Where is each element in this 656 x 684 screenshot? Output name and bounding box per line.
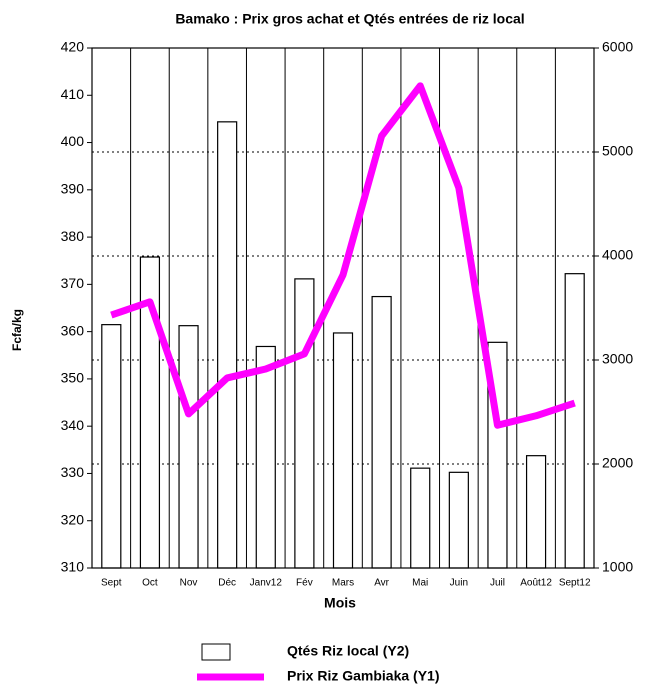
y-tick-label: 320 bbox=[61, 511, 85, 527]
x-tick-label: Sept12 bbox=[559, 578, 591, 589]
legend-label: Prix Riz Gambiaka (Y1) bbox=[287, 668, 440, 684]
y-axis-label: Fcfa/kg bbox=[10, 309, 24, 351]
bar bbox=[178, 325, 199, 569]
y-tick-label: 410 bbox=[61, 86, 85, 102]
y2-tick-label: 1000 bbox=[602, 559, 633, 575]
legend-label: Qtés Riz local (Y2) bbox=[287, 643, 409, 659]
bar bbox=[525, 455, 547, 569]
chart-title: Bamako : Prix gros achat et Qtés entrées… bbox=[175, 11, 524, 27]
x-tick-label: Sept bbox=[101, 578, 122, 589]
y-tick-label: 370 bbox=[61, 275, 85, 291]
bar bbox=[294, 278, 315, 569]
y2-tick-label: 5000 bbox=[602, 143, 633, 159]
x-tick-label: Nov bbox=[180, 578, 198, 589]
x-tick-label: Juil bbox=[490, 578, 505, 589]
y-tick-label: 390 bbox=[61, 181, 85, 197]
legend-swatch bbox=[201, 643, 231, 661]
x-tick-label: Août12 bbox=[520, 578, 552, 589]
x-tick-label: Mars bbox=[332, 578, 354, 589]
bar bbox=[217, 121, 238, 569]
y2-tick-label: 4000 bbox=[602, 247, 633, 263]
x-tick-label: Fév bbox=[296, 578, 313, 589]
line bbox=[110, 82, 576, 429]
x-tick-label: Oct bbox=[142, 578, 158, 589]
x-tick-label: Juin bbox=[450, 578, 468, 589]
x-tick-label: Avr bbox=[374, 578, 389, 589]
y-tick-label: 420 bbox=[61, 39, 85, 55]
y-tick-label: 330 bbox=[61, 464, 85, 480]
x-tick-label: Déc bbox=[218, 578, 236, 589]
y-tick-label: 380 bbox=[61, 228, 85, 244]
y-tick-label: 340 bbox=[61, 417, 85, 433]
plot-frame bbox=[91, 47, 595, 569]
bar bbox=[332, 332, 354, 569]
y2-tick-label: 2000 bbox=[602, 455, 633, 471]
x-tick-label: Mai bbox=[412, 578, 428, 589]
x-tick-label: Janv12 bbox=[250, 578, 283, 589]
bar bbox=[101, 324, 122, 569]
y-tick-label: 310 bbox=[61, 559, 85, 575]
bar bbox=[255, 345, 276, 569]
y2-tick-label: 3000 bbox=[602, 351, 633, 367]
y-tick-label: 360 bbox=[61, 322, 85, 338]
bar bbox=[410, 467, 431, 569]
y-tick-label: 400 bbox=[61, 133, 85, 149]
bar bbox=[371, 295, 392, 569]
y2-tick-label: 6000 bbox=[602, 39, 633, 55]
bar bbox=[448, 471, 469, 569]
x-axis-label: Mois bbox=[324, 595, 356, 611]
y-tick-label: 350 bbox=[61, 370, 85, 386]
bar bbox=[564, 273, 585, 569]
